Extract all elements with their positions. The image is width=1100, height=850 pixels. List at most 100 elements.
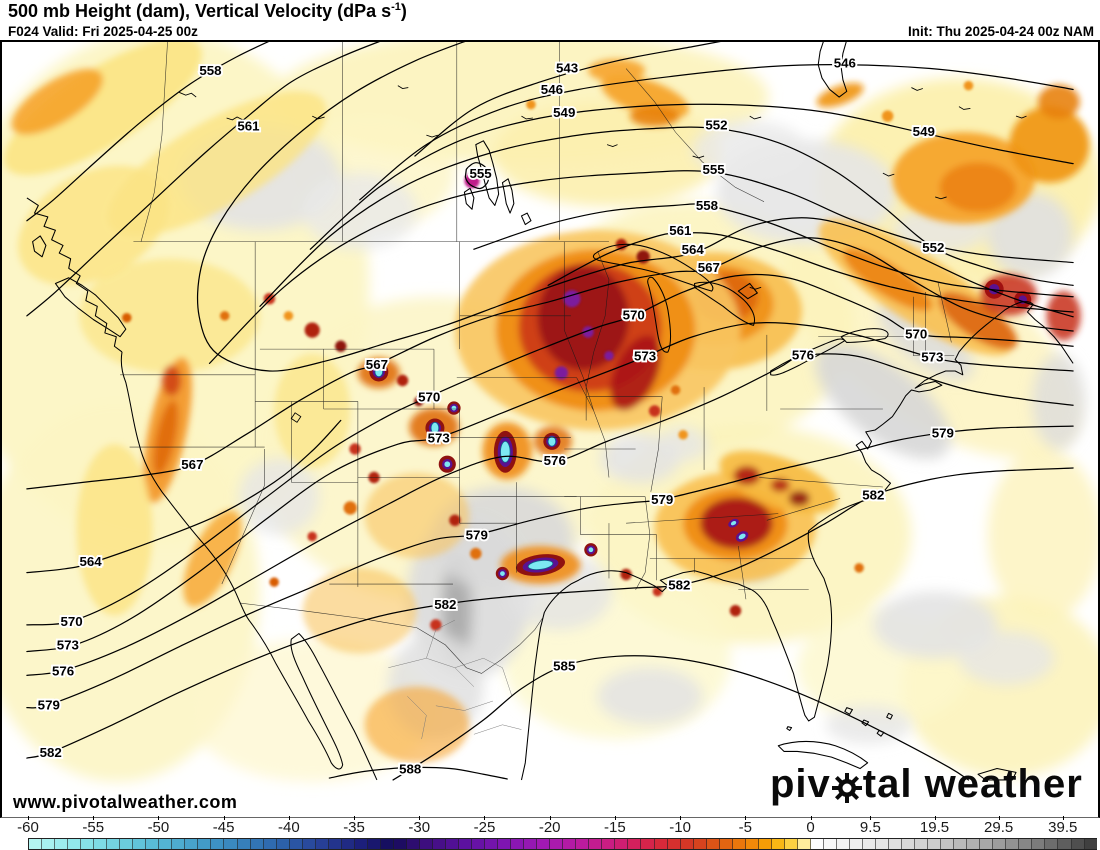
colorbar-tick-mark xyxy=(549,816,551,820)
height-contour-561 xyxy=(26,37,389,317)
page-title: 500 mb Height (dam), Vertical Velocity (… xyxy=(8,1,407,21)
colorbar-cell xyxy=(146,839,160,849)
colorbar-tick-label: 29.5 xyxy=(984,819,1014,836)
colorbar-cell xyxy=(302,839,316,849)
colorbar-cell xyxy=(172,839,186,849)
colorbar-cell xyxy=(836,839,850,849)
colorbar-ticks: -60 -55 -50 -45 -40 -35 -30 -25 -20 -15 -10 -5 0 9.5 1… xyxy=(0,816,1100,838)
colorbar-cell xyxy=(954,839,968,849)
colorbar-cell xyxy=(732,839,746,849)
colorbar-cell xyxy=(185,839,199,849)
colorbar-tick-mark xyxy=(28,816,29,820)
height-contour-579 xyxy=(26,425,1074,709)
contour-label-549: 549 xyxy=(913,124,935,139)
colorbar-cell xyxy=(1084,839,1097,849)
colorbar-cell xyxy=(107,839,121,849)
colorbar-cell xyxy=(693,839,707,849)
colorbar-tick-mark xyxy=(680,816,682,820)
state-borders xyxy=(120,39,955,674)
height-contours xyxy=(26,37,1074,781)
init-time-label: Init: Thu 2025-04-24 00z NAM xyxy=(907,24,1094,39)
contour-label-579: 579 xyxy=(38,698,60,713)
colorbar-cell xyxy=(602,839,616,849)
colorbar-cell xyxy=(81,839,95,849)
colorbar-cell xyxy=(1019,839,1033,849)
colorbar-tick-label: -25 xyxy=(473,819,496,836)
colorbar-cell xyxy=(889,839,903,849)
colorbar-cell xyxy=(276,839,290,849)
colorbar-tick-label: -20 xyxy=(538,819,561,836)
contour-label-543: 543 xyxy=(556,60,578,75)
gear-icon xyxy=(831,772,862,803)
contour-label-546: 546 xyxy=(541,82,563,97)
colorbar-cell xyxy=(328,839,342,849)
colorbar-cell xyxy=(393,839,407,849)
vv-extreme-bullseyes xyxy=(369,279,1032,581)
contour-label-561: 561 xyxy=(669,223,692,238)
colorbar-cell xyxy=(719,839,733,849)
brand-text-left: piv xyxy=(770,762,831,806)
contour-label-582: 582 xyxy=(40,745,62,760)
colorbar-cell xyxy=(876,839,890,849)
contour-label-573: 573 xyxy=(634,349,656,364)
colorbar-cell xyxy=(198,839,212,849)
colorbar-tick-label: -40 xyxy=(277,819,300,836)
colorbar-tick-label: -45 xyxy=(212,819,235,836)
height-contour-564 xyxy=(196,37,1074,372)
height-contour-561 xyxy=(547,232,1074,313)
colorbar-cell xyxy=(980,839,994,849)
contour-label-564: 564 xyxy=(682,242,705,257)
contour-label-555: 555 xyxy=(469,166,492,181)
colorbar-cell xyxy=(615,839,629,849)
brand-watermark: piv tal weather xyxy=(770,762,1083,807)
colorbar-tick-label: 19.5 xyxy=(919,819,950,836)
contour-label-570: 570 xyxy=(905,327,927,342)
colorbar-cell xyxy=(224,839,238,849)
contour-labels: 543 546 546 549 549 552 552 555 555 558 558 561 561 5… xyxy=(36,54,956,779)
contour-label-552: 552 xyxy=(705,117,727,132)
colorbar-cell xyxy=(967,839,981,849)
brand-text-right: tal weather xyxy=(862,762,1083,806)
colorbar-cell xyxy=(211,839,225,849)
colorbar-tick-label: -50 xyxy=(147,819,170,836)
colorbar-cell xyxy=(511,839,525,849)
colorbar-cell xyxy=(1032,839,1046,849)
colorbar-tick-mark xyxy=(810,816,812,820)
contour-label-570: 570 xyxy=(623,308,645,323)
colorbar-cell xyxy=(459,839,473,849)
colorbar-cell xyxy=(993,839,1007,849)
colorbar-cell xyxy=(498,839,512,849)
colorbar-cell xyxy=(1058,839,1072,849)
small-lakes xyxy=(178,85,1027,423)
height-contour-555 xyxy=(208,170,1074,364)
colorbar-cell xyxy=(159,839,173,849)
colorbar-cell xyxy=(576,839,590,849)
colorbar: -60 -55 -50 -45 -40 -35 -30 -25 -20 -15 -10 -5 0 9.5 1… xyxy=(0,816,1100,850)
colorbar-cell xyxy=(485,839,499,849)
contour-label-576: 576 xyxy=(792,348,814,363)
colorbar-cell xyxy=(915,839,929,849)
colorbar-cell xyxy=(289,839,303,849)
colorbar-cells xyxy=(28,838,1097,850)
colorbar-cell xyxy=(563,839,577,849)
height-contour-567 xyxy=(26,237,1074,490)
weather-map: 543 546 546 549 549 552 552 555 555 558 558 561 561 5… xyxy=(0,30,1100,818)
contour-label-588: 588 xyxy=(399,761,421,776)
colorbar-cell xyxy=(667,839,681,849)
contour-label-561: 561 xyxy=(237,118,260,133)
colorbar-cell xyxy=(120,839,134,849)
contour-label-585: 585 xyxy=(553,659,576,674)
colorbar-cell xyxy=(380,839,394,849)
colorbar-cell xyxy=(771,839,785,849)
colorbar-cell xyxy=(550,839,564,849)
colorbar-cell xyxy=(823,839,837,849)
map-canvas: 543 546 546 549 549 552 552 555 555 558 558 561 561 5… xyxy=(0,30,1100,782)
colorbar-cell xyxy=(589,839,603,849)
colorbar-tick-label: -15 xyxy=(604,819,626,836)
colorbar-cell xyxy=(472,839,486,849)
colorbar-tick-mark xyxy=(870,816,872,820)
colorbar-tick-label: -10 xyxy=(669,819,691,836)
contour-label-570: 570 xyxy=(418,389,440,404)
contour-label-555: 555 xyxy=(702,162,725,177)
